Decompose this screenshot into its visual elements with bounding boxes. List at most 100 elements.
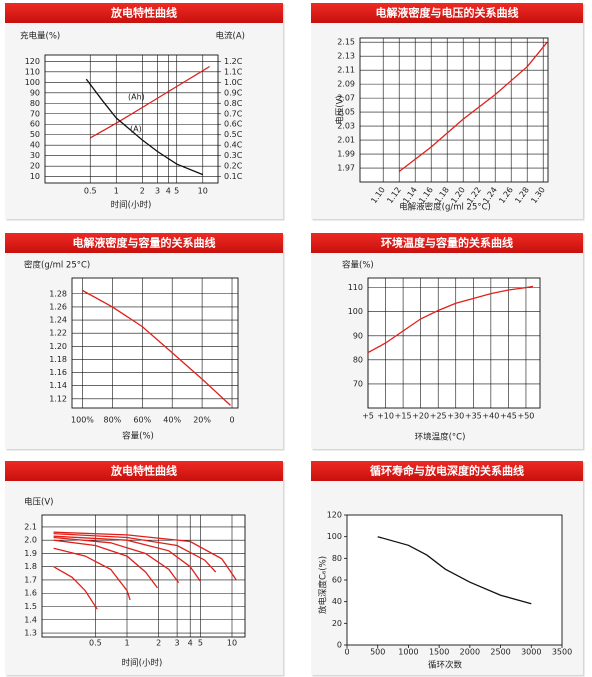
y-tick-label: 1.4 — [24, 615, 37, 624]
x-tick-label: +15 — [395, 412, 412, 421]
title-banner — [311, 3, 583, 23]
plot-area — [45, 55, 218, 183]
y-tick-label: 1.3 — [24, 629, 37, 638]
plot-area — [347, 515, 562, 645]
annotation: (A) — [130, 125, 142, 134]
y2-tick-label: 0.9C — [224, 88, 243, 97]
x-tick-label: 1 — [114, 187, 119, 196]
x-tick-label: 4 — [166, 187, 171, 196]
title-banner — [5, 461, 283, 481]
y-tick-label: 1.12 — [49, 394, 67, 403]
title-banner — [311, 461, 583, 481]
y-tick-label: 10 — [30, 172, 40, 181]
y-tick-label: 1.6 — [24, 589, 37, 598]
y-tick-label: 1.16 — [49, 368, 67, 377]
x-axis-label: 循环次数 — [428, 660, 463, 671]
x-tick-label: 60% — [133, 416, 151, 425]
chart-title: 电解液密度与容量的关系曲线 — [73, 236, 216, 250]
chart-title: 放电特性曲线 — [110, 464, 177, 478]
plot-area — [368, 278, 540, 408]
y-tick-label: 110 — [348, 283, 363, 292]
x-tick-label: 0 — [344, 648, 349, 657]
x-tick-label: 3000 — [521, 648, 541, 657]
x-tick-label: 20% — [193, 416, 211, 425]
y-axis-label: 电压(V) — [335, 95, 346, 124]
y-tick-label: 2.15 — [337, 38, 355, 47]
line-series — [85, 78, 204, 176]
x-tick-label: 1 — [124, 639, 129, 648]
y-tick-label: 60 — [332, 576, 342, 585]
y-tick-label: 1.99 — [337, 150, 355, 159]
y-tick-label: 80 — [332, 554, 342, 563]
y-tick-label: 120 — [25, 57, 40, 66]
y-tick-label: 90 — [353, 331, 363, 340]
x-tick-label: 500 — [370, 648, 385, 657]
y-tick-label: 50 — [30, 130, 40, 139]
x-tick-label: 10 — [227, 639, 237, 648]
x-tick-label: 40% — [163, 416, 181, 425]
y2-axis-label: 电流(A) — [216, 31, 245, 42]
x-tick-label: 10 — [198, 187, 208, 196]
y2-tick-label: 0.1C — [224, 172, 243, 181]
x-tick-label: 3 — [155, 187, 160, 196]
line-series — [367, 285, 534, 354]
y-tick-label: 2.01 — [337, 136, 355, 145]
x-tick-label: 0 — [229, 416, 234, 425]
y-tick-label: 2.13 — [337, 52, 355, 61]
y-tick-label: 1.14 — [49, 381, 67, 390]
y-tick-label: 1.97 — [337, 164, 355, 173]
y2-tick-label: 0.6C — [224, 120, 243, 129]
y-tick-label: 30 — [30, 151, 40, 160]
y-tick-label: 1.22 — [49, 329, 67, 338]
y-tick-label: 40 — [332, 597, 342, 606]
title-banner — [5, 233, 283, 253]
chart-title: 循环寿命与放电深度的关系曲线 — [370, 464, 524, 478]
x-tick-label: 5 — [174, 187, 179, 196]
y2-tick-label: 1.1C — [224, 67, 243, 76]
plot-frame — [359, 37, 549, 183]
line-series — [53, 536, 180, 583]
plot-area — [360, 38, 548, 182]
y2-tick-label: 0.2C — [224, 162, 243, 171]
x-axis-label: 环境温度(°C) — [415, 432, 466, 443]
y2-tick-label: 0.8C — [224, 99, 243, 108]
y-tick-label: 0 — [337, 641, 342, 650]
title-banner — [311, 233, 583, 253]
x-tick-label: 2000 — [460, 648, 480, 657]
line-series — [53, 566, 98, 610]
plot-frame — [367, 277, 541, 409]
y-tick-label: 100 — [25, 78, 40, 87]
x-tick-label: +45 — [500, 412, 517, 421]
x-tick-label: 1500 — [429, 648, 449, 657]
y-tick-label: 1.24 — [49, 316, 67, 325]
y-tick-label: 70 — [30, 109, 40, 118]
y-tick-label: 40 — [30, 141, 40, 150]
y-tick-label: 1.5 — [24, 602, 37, 611]
annotation: (Ah) — [128, 93, 145, 102]
x-axis-label: 时间(小时) — [111, 200, 152, 211]
y-tick-label: 20 — [332, 619, 342, 628]
y2-tick-label: 0.3C — [224, 151, 243, 160]
line-series — [53, 535, 201, 582]
y-axis-label: 电压(V) — [24, 497, 53, 508]
y2-tick-label: 1.2C — [224, 57, 243, 66]
y2-tick-label: 0.7C — [224, 109, 243, 118]
line-series — [53, 532, 217, 573]
y-axis-label: 放电深度C₆(%) — [318, 556, 329, 614]
y-tick-label: 1.26 — [49, 302, 67, 311]
y-tick-label: 80 — [353, 355, 363, 364]
y-axis-label: 充电量(%) — [20, 31, 60, 42]
title-banner — [5, 3, 283, 23]
y-tick-label: 1.28 — [49, 289, 67, 298]
x-tick-label: 3 — [175, 639, 180, 648]
y-tick-label: 90 — [30, 88, 40, 97]
x-axis-label: 容量(%) — [122, 431, 154, 442]
y-tick-label: 60 — [30, 120, 40, 129]
y-tick-label: 2.0 — [24, 536, 37, 545]
x-tick-label: 0.5 — [84, 187, 97, 196]
y-tick-label: 1.8 — [24, 562, 37, 571]
y-tick-label: 1.9 — [24, 549, 37, 558]
y-tick-label: 100 — [348, 307, 363, 316]
plot-frame — [346, 514, 563, 646]
